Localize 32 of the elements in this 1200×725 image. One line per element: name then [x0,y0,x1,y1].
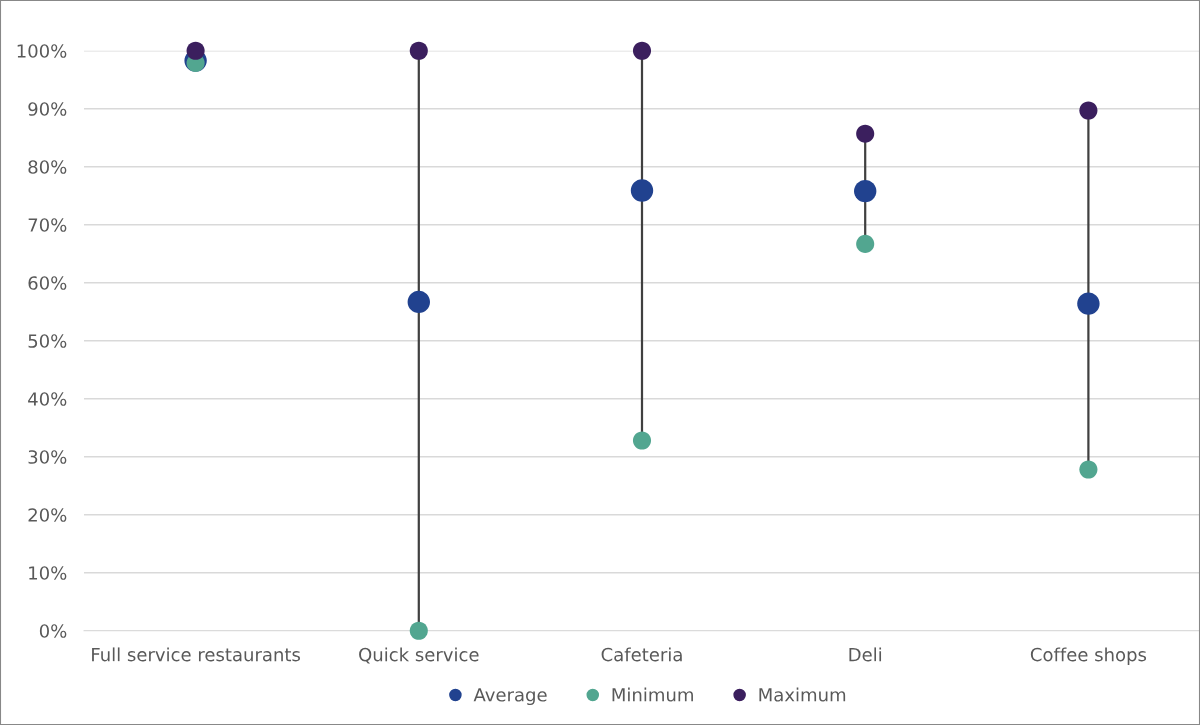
legend-label: Minimum [612,687,693,702]
point [407,290,430,314]
point [632,431,652,450]
point [186,41,205,60]
point [856,124,875,143]
y-tick-label: 80% [28,160,67,174]
x-tick-label: Quick service [359,647,479,664]
y-tick-label: 0% [39,624,67,638]
x-tick-label: Full service restaurants [92,647,300,662]
y-tick-label: 20% [28,508,67,522]
point [1079,460,1098,479]
point [854,179,877,203]
legend-label: Maximum [759,687,846,702]
x-tick-label: Cafeteria [601,647,682,662]
point [1077,292,1100,315]
point [632,41,652,60]
point [630,179,654,202]
x-tick-label: Coffee shops [1030,647,1147,665]
y-tick-label: 60% [28,276,67,290]
point [1079,101,1098,120]
y-tick-label: 70% [28,218,67,232]
y-tick-label: 90% [28,102,67,116]
legend-label: Average [473,688,547,706]
point [409,41,428,60]
point [409,621,428,640]
y-tick-label: 30% [28,450,67,464]
y-tick-label: 40% [28,392,67,406]
y-tick-label: 50% [28,334,67,348]
point [856,234,875,253]
x-tick-label: Deli [849,647,882,662]
y-tick-label: 100% [17,44,67,58]
y-tick-label: 10% [29,566,67,580]
